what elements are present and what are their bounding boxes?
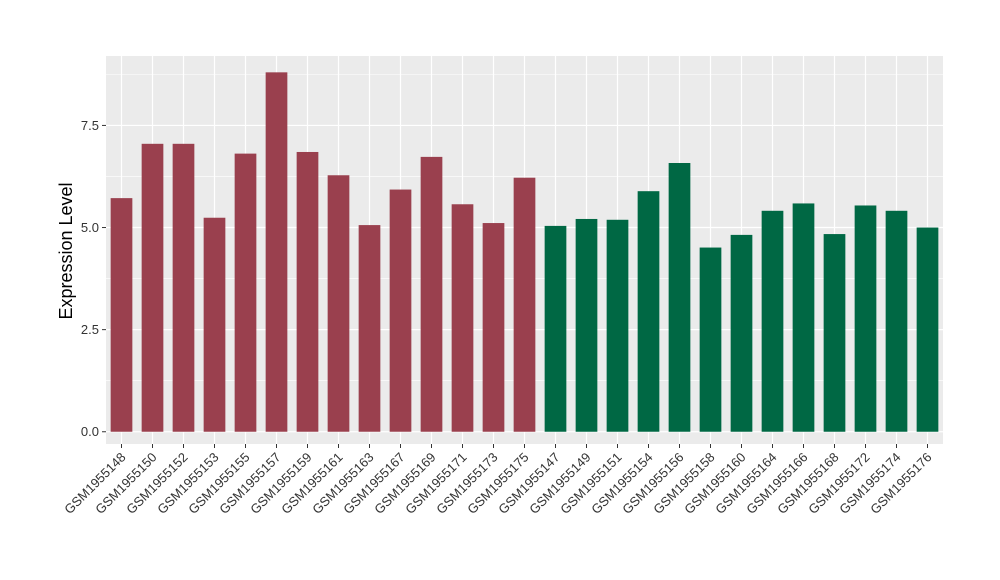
bar-GSM1955151 <box>606 219 629 432</box>
bar-GSM1955174 <box>885 210 908 432</box>
x-axis: GSM1955148GSM1955150GSM1955152GSM1955153… <box>61 444 935 517</box>
bar-GSM1955160 <box>730 234 753 432</box>
y-axis: 0.0 2.5 5.0 7.5 <box>81 118 106 439</box>
y-axis-title: Expression Level <box>56 182 76 319</box>
bar-GSM1955154 <box>637 191 660 432</box>
bar-GSM1955163 <box>358 225 381 432</box>
bar-GSM1955148 <box>110 198 133 432</box>
bar-GSM1955169 <box>420 156 443 432</box>
y-tick-label: 0.0 <box>81 424 99 439</box>
bar-GSM1955156 <box>668 163 691 432</box>
bar-GSM1955149 <box>575 218 598 432</box>
bar-GSM1955175 <box>513 177 536 432</box>
y-tick-label: 5.0 <box>81 220 99 235</box>
bar-GSM1955159 <box>296 151 319 432</box>
bar-GSM1955167 <box>389 189 412 432</box>
bar-GSM1955172 <box>854 205 877 432</box>
bar-GSM1955161 <box>327 175 350 432</box>
bar-GSM1955153 <box>203 217 226 432</box>
bar-GSM1955147 <box>544 225 567 432</box>
bar-GSM1955164 <box>761 210 784 432</box>
y-tick-label: 2.5 <box>81 322 99 337</box>
bar-GSM1955166 <box>792 203 815 432</box>
y-tick-label: 7.5 <box>81 118 99 133</box>
bar-GSM1955157 <box>265 72 288 432</box>
bar-GSM1955150 <box>141 143 164 432</box>
bar-GSM1955173 <box>482 223 505 432</box>
bar-GSM1955171 <box>451 204 474 432</box>
bars <box>110 72 939 432</box>
bar-GSM1955158 <box>699 247 722 432</box>
bar-GSM1955152 <box>172 143 195 432</box>
bar-GSM1955155 <box>234 153 257 432</box>
bar-GSM1955168 <box>823 234 846 432</box>
bar-GSM1955176 <box>916 227 939 432</box>
